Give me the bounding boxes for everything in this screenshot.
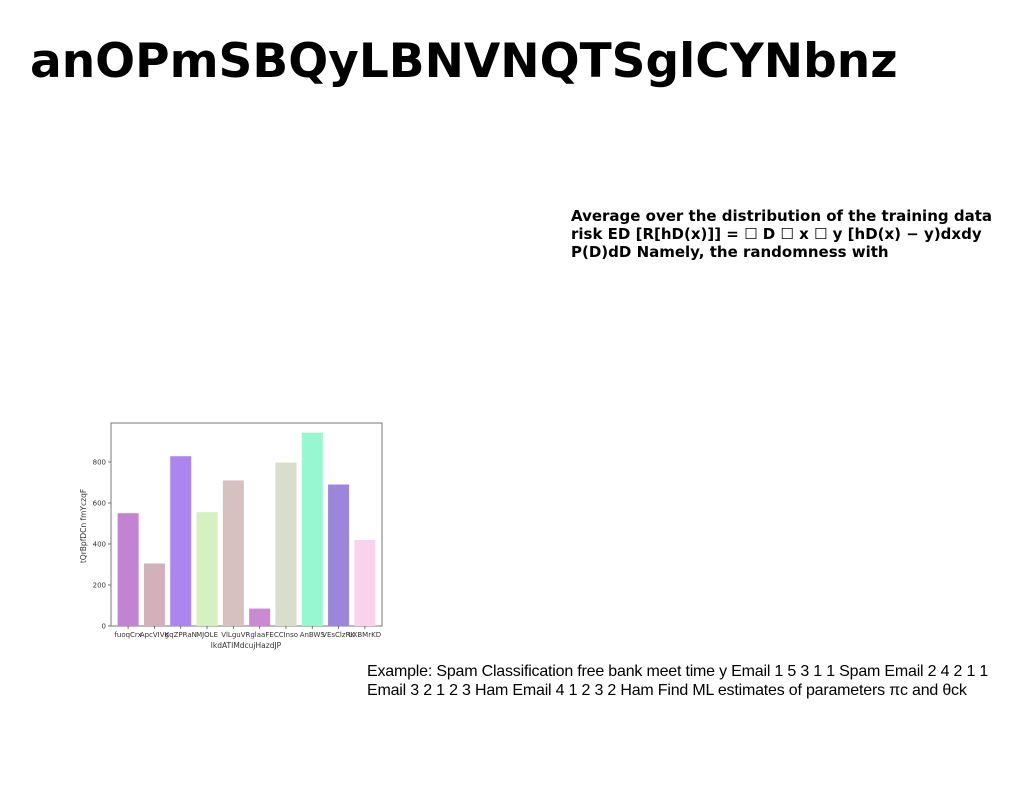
bar-VlLguV bbox=[222, 480, 244, 626]
y-axis: 0 200 400 600 800 bbox=[93, 458, 111, 631]
bar-MJOLE bbox=[196, 512, 218, 626]
plot-frame bbox=[110, 422, 383, 627]
y-tick-label: 600 bbox=[93, 499, 106, 507]
bar-RglaaFE bbox=[249, 608, 271, 626]
x-tick-label: KqZPRaN bbox=[165, 631, 197, 639]
y-tick-label: 200 bbox=[93, 581, 106, 589]
x-tick-label: VlLguV bbox=[221, 631, 246, 639]
bar-chart: 0 200 400 600 800 fuoqCrx ApcVIVg KqZPRaN MJOLE… bbox=[76, 416, 388, 656]
x-tick-label: ApcVIVg bbox=[140, 631, 169, 639]
x-tick-label: VEsClzRK bbox=[322, 631, 355, 639]
bar-CCInso bbox=[275, 462, 297, 626]
bars-group bbox=[117, 432, 376, 626]
bar-AnBWS bbox=[301, 432, 323, 626]
text-block-right: Average over the distribution of the tra… bbox=[571, 207, 992, 261]
x-axis-label: lkdATIMdcujHazdJP bbox=[211, 641, 282, 650]
x-tick-label: fuoqCrx bbox=[114, 631, 141, 639]
bar-KqZPRaN bbox=[170, 456, 192, 626]
x-tick-label: RglaaFE bbox=[246, 631, 274, 639]
y-tick-label: 400 bbox=[93, 540, 106, 548]
x-tick-label: CCInso bbox=[274, 631, 298, 639]
bar-ApcVIVg bbox=[143, 563, 165, 626]
x-tick-label: LXBMrKD bbox=[349, 631, 381, 639]
bar-LXBMrKD bbox=[354, 539, 376, 626]
x-tick-label: MJOLE bbox=[196, 631, 218, 639]
bar-fuoqCrx bbox=[117, 513, 139, 626]
bar-VEsClzRK bbox=[328, 484, 350, 626]
y-axis-label: tQrBpfDCn fmYczqF bbox=[79, 489, 88, 563]
x-tick-label: AnBWS bbox=[300, 631, 326, 639]
page-title: anOPmSBQyLBNVNQTSglCYNbnz bbox=[30, 34, 898, 89]
y-tick-label: 800 bbox=[93, 458, 106, 466]
text-block-bottom: Example: Spam Classification free bank m… bbox=[367, 663, 989, 699]
plot-border bbox=[110, 422, 383, 627]
y-tick-label: 0 bbox=[102, 623, 106, 631]
